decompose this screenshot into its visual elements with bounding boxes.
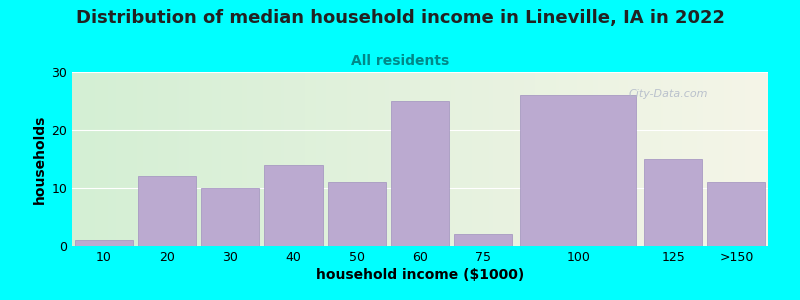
Bar [74,240,133,246]
Text: Distribution of median household income in Lineville, IA in 2022: Distribution of median household income … [75,9,725,27]
Bar [391,101,449,246]
Bar [520,95,636,246]
Y-axis label: households: households [33,114,47,204]
Text: City-Data.com: City-Data.com [629,89,708,99]
Text: All residents: All residents [351,54,449,68]
X-axis label: household income ($1000): household income ($1000) [316,268,524,282]
Bar [201,188,259,246]
Bar [328,182,386,246]
Bar [644,159,702,246]
Bar [138,176,196,246]
Bar [264,165,322,246]
Bar [707,182,766,246]
Bar [454,234,512,246]
